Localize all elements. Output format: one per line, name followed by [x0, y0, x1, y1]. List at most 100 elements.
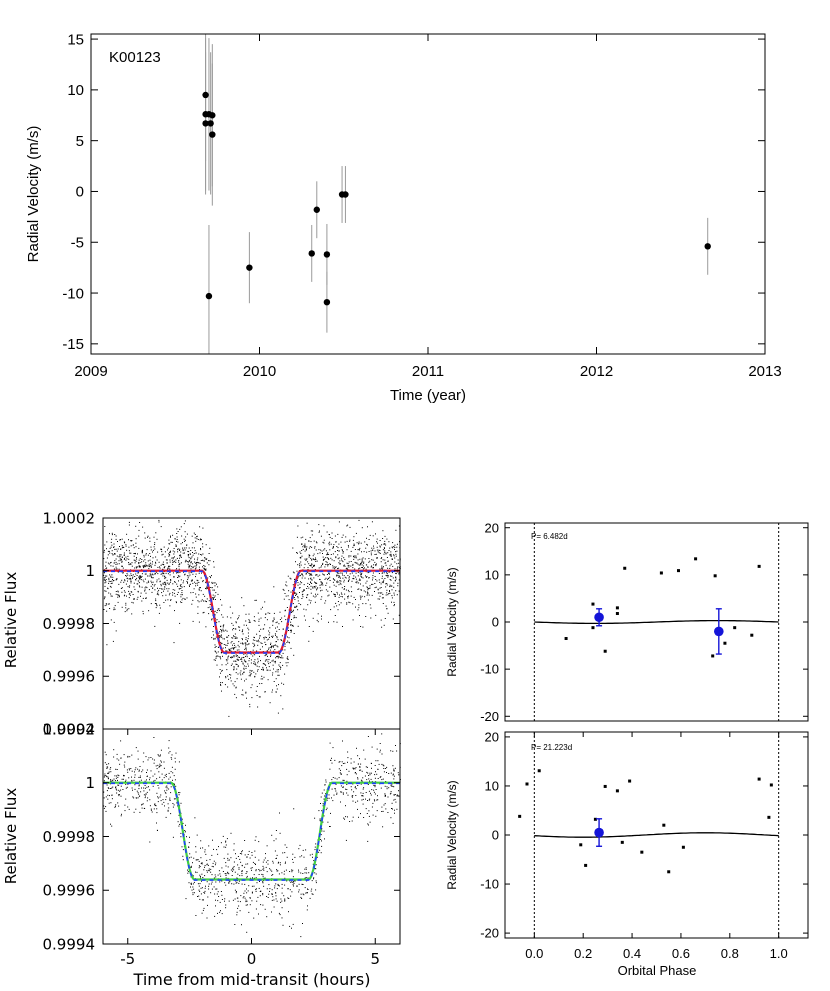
flux-point: [381, 544, 383, 546]
flux-point: [368, 561, 370, 563]
flux-point: [142, 549, 143, 551]
rv-point: [659, 571, 663, 575]
flux-point: [219, 669, 221, 670]
flux-point: [325, 584, 327, 586]
flux-point: [145, 597, 146, 599]
flux-point: [296, 593, 298, 595]
flux-point: [390, 555, 392, 557]
flux-point: [169, 561, 171, 563]
flux-point: [381, 733, 383, 735]
flux-point: [274, 644, 276, 646]
flux-point: [143, 560, 145, 562]
flux-point: [282, 708, 284, 710]
flux-point: [195, 567, 197, 569]
flux-point: [286, 880, 288, 882]
flux-point: [140, 592, 142, 594]
flux-point: [291, 625, 293, 627]
flux-point: [121, 560, 123, 562]
flux-point: [220, 910, 221, 912]
flux-point: [171, 557, 173, 559]
flux-point: [347, 596, 349, 598]
flux-point: [232, 867, 234, 869]
flux-point: [178, 576, 180, 578]
flux-point: [201, 912, 203, 914]
flux-point: [273, 650, 275, 652]
flux-point: [351, 795, 353, 797]
flux-point: [168, 807, 170, 809]
flux-point: [121, 558, 122, 560]
flux-point: [273, 906, 275, 908]
flux-point: [181, 599, 183, 601]
flux-point: [393, 786, 395, 788]
flux-point: [340, 580, 342, 582]
flux-point: [238, 867, 240, 869]
flux-point: [217, 608, 219, 610]
flux-point: [246, 624, 247, 626]
flux-point: [372, 575, 374, 577]
flux-point: [346, 792, 348, 794]
flux-point: [180, 832, 182, 834]
flux-point: [292, 625, 294, 627]
flux-point: [232, 628, 234, 629]
y-axis-label: Radial Velocity (m/s): [25, 126, 42, 263]
y-tick-label: 0: [76, 184, 84, 201]
flux-point: [361, 795, 363, 797]
flux-point: [199, 874, 201, 876]
flux-point: [228, 873, 230, 875]
flux-point: [110, 788, 112, 789]
flux-point: [371, 565, 373, 567]
flux-point: [222, 616, 224, 618]
flux-point: [310, 582, 312, 584]
flux-point: [205, 568, 207, 570]
flux-point: [357, 755, 359, 757]
flux-point: [177, 551, 179, 553]
flux-point: [385, 605, 387, 607]
flux-point: [283, 870, 285, 872]
flux-point: [373, 564, 375, 566]
flux-point: [145, 554, 147, 556]
flux-point: [322, 541, 324, 543]
flux-point: [297, 525, 299, 527]
flux-point: [166, 562, 168, 564]
flux-point: [333, 593, 335, 595]
flux-point: [374, 784, 376, 786]
flux-point: [278, 873, 280, 875]
flux-point: [257, 644, 259, 646]
flux-point: [398, 573, 400, 575]
flux-point: [309, 584, 310, 585]
flux-point: [255, 869, 257, 871]
flux-point: [381, 581, 383, 583]
flux-point: [247, 663, 249, 665]
flux-point: [138, 785, 140, 787]
flux-point: [369, 534, 371, 536]
flux-point: [326, 799, 328, 801]
flux-point: [113, 621, 115, 623]
flux-point: [285, 869, 287, 871]
flux-point: [161, 779, 163, 781]
flux-point: [118, 594, 120, 596]
flux-point: [189, 853, 191, 855]
flux-point: [143, 790, 145, 792]
flux-point: [167, 803, 169, 805]
flux-point: [135, 560, 137, 562]
flux-point: [395, 573, 397, 575]
flux-point: [352, 795, 354, 797]
flux-point: [368, 775, 370, 776]
flux-point: [265, 637, 267, 638]
rv-point: [723, 641, 727, 645]
flux-point: [245, 661, 247, 663]
flux-point: [138, 559, 140, 561]
flux-point: [216, 583, 217, 585]
flux-point: [310, 588, 312, 590]
flux-point: [312, 856, 313, 858]
flux-point: [199, 539, 201, 541]
flux-point: [356, 580, 358, 582]
flux-point: [152, 587, 154, 589]
flux-point: [279, 619, 281, 620]
flux-point: [318, 810, 320, 812]
flux-point: [362, 603, 364, 605]
flux-point: [276, 645, 278, 647]
y-tick-label: -10: [480, 662, 499, 677]
flux-point: [314, 569, 316, 570]
flux-point: [366, 813, 368, 814]
